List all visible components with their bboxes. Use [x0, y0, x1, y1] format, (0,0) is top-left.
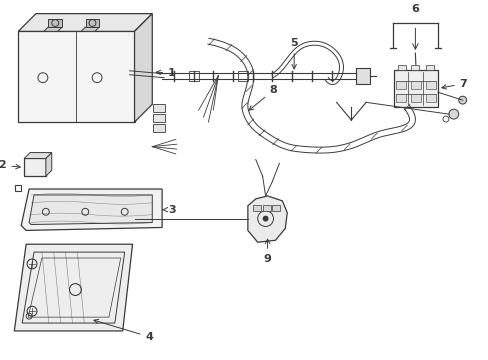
- Polygon shape: [48, 19, 62, 27]
- Circle shape: [448, 109, 458, 119]
- Text: 9: 9: [263, 239, 271, 264]
- Circle shape: [262, 216, 268, 221]
- Bar: [188, 71, 198, 81]
- Bar: [410, 65, 419, 70]
- Bar: [153, 114, 165, 122]
- Bar: [410, 81, 420, 89]
- Bar: [410, 94, 420, 102]
- Bar: [425, 81, 435, 89]
- Bar: [262, 205, 270, 211]
- Text: 4: 4: [94, 319, 153, 342]
- Bar: [395, 81, 405, 89]
- Bar: [393, 70, 437, 107]
- Bar: [272, 205, 280, 211]
- Polygon shape: [18, 14, 152, 31]
- Bar: [238, 71, 247, 81]
- Polygon shape: [24, 158, 46, 176]
- Text: 6: 6: [410, 4, 419, 14]
- Polygon shape: [81, 27, 99, 31]
- Polygon shape: [21, 189, 162, 230]
- Bar: [356, 68, 369, 84]
- Polygon shape: [18, 31, 134, 122]
- Polygon shape: [134, 14, 152, 122]
- Bar: [425, 94, 435, 102]
- Bar: [153, 104, 165, 112]
- Text: 3: 3: [162, 205, 175, 215]
- Text: 8: 8: [248, 85, 277, 110]
- Polygon shape: [46, 153, 52, 176]
- Polygon shape: [14, 244, 132, 331]
- Bar: [395, 94, 405, 102]
- Polygon shape: [85, 19, 99, 27]
- Polygon shape: [24, 153, 52, 158]
- Polygon shape: [247, 196, 286, 242]
- Text: 5: 5: [290, 38, 297, 69]
- Bar: [252, 205, 260, 211]
- Text: 2: 2: [0, 161, 20, 170]
- Polygon shape: [44, 27, 62, 31]
- Text: 7: 7: [441, 78, 467, 89]
- Bar: [397, 65, 405, 70]
- Polygon shape: [29, 195, 152, 225]
- Bar: [426, 65, 433, 70]
- Text: 1: 1: [156, 68, 176, 78]
- Circle shape: [458, 96, 466, 104]
- Bar: [153, 124, 165, 132]
